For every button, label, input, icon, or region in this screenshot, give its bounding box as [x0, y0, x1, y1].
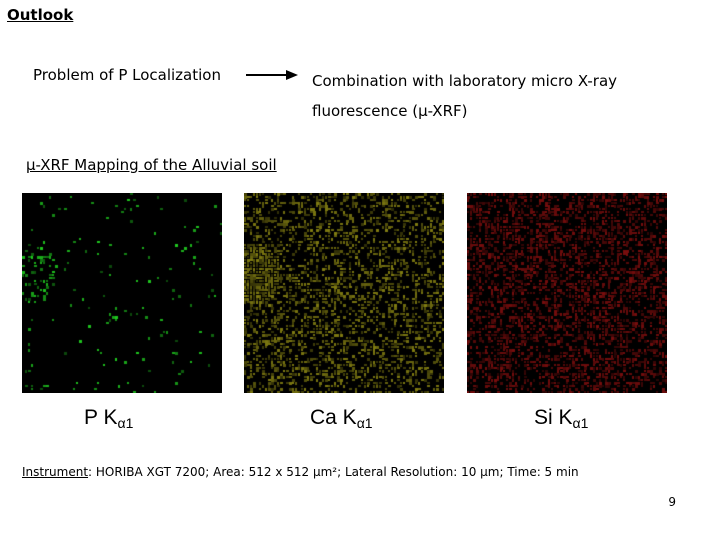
slide-title: Outlook — [7, 6, 74, 24]
section-heading: µ-XRF Mapping of the Alluvial soil — [26, 156, 277, 174]
problem-text: Problem of P Localization — [33, 66, 221, 84]
p-map-label: P Kα1 — [84, 406, 133, 431]
combination-line-1: Combination with laboratory micro X-ray — [312, 72, 618, 90]
instrument-details: : HORIBA XGT 7200; Area: 512 x 512 µm²; … — [88, 465, 579, 479]
ca-element: Ca K — [310, 406, 357, 429]
p-line: α1 — [117, 415, 134, 431]
instrument-line: Instrument: HORIBA XGT 7200; Area: 512 x… — [22, 465, 579, 479]
combination-text: Combination with laboratory micro X-ray … — [312, 66, 617, 126]
p-element: P K — [84, 406, 118, 429]
instrument-label: Instrument — [22, 465, 89, 479]
page-number: 9 — [668, 495, 676, 509]
right-arrow-icon — [246, 70, 298, 80]
si-element: Si K — [534, 406, 573, 429]
si-map-image — [467, 193, 667, 393]
combination-line-2: fluorescence (µ-XRF) — [312, 102, 468, 120]
ca-line: α1 — [356, 415, 373, 431]
ca-map-image — [244, 193, 444, 393]
p-map-image — [22, 193, 222, 393]
ca-map-label: Ca Kα1 — [310, 406, 373, 431]
si-line: α1 — [572, 415, 589, 431]
si-map-label: Si Kα1 — [534, 406, 588, 431]
